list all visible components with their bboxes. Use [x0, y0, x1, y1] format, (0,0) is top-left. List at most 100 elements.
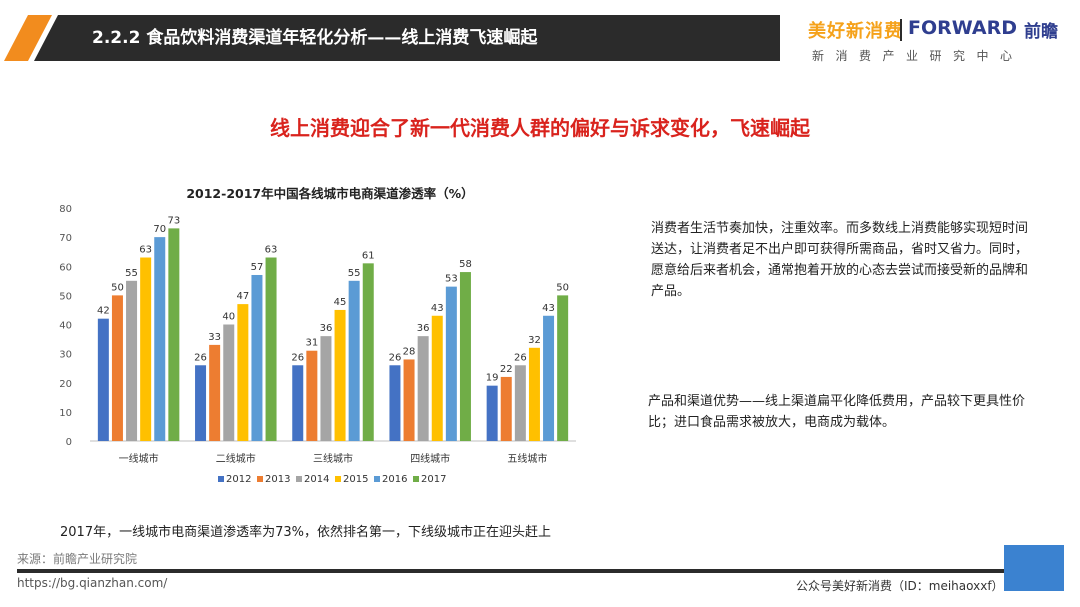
- legend-swatch-2013: [257, 476, 263, 482]
- brand-meihao: 美好新消费: [808, 21, 903, 42]
- bar-2013: [306, 350, 318, 441]
- bar-value-label: 53: [445, 274, 458, 285]
- legend-label-2012: 2012: [226, 474, 251, 485]
- y-tick-label: 40: [59, 321, 72, 332]
- legend-swatch-2017: [413, 476, 419, 482]
- bar-2013: [209, 344, 221, 441]
- category-label: 一线城市: [119, 452, 159, 465]
- header-bar: [0, 15, 780, 61]
- bar-value-label: 57: [251, 262, 264, 273]
- legend-label-2014: 2014: [304, 474, 329, 485]
- bar-value-label: 26: [194, 352, 207, 363]
- bar-2012: [389, 365, 401, 441]
- y-tick-label: 70: [59, 233, 72, 244]
- page-title: 2.2.2 食品饮料消费渠道年轻化分析——线上消费飞速崛起: [92, 28, 538, 48]
- brand-qianzhan: 前瞻: [1024, 22, 1058, 42]
- bar-value-label: 40: [222, 312, 235, 323]
- legend-swatch-2014: [296, 476, 302, 482]
- bar-2015: [431, 315, 443, 441]
- bar-value-label: 22: [500, 364, 513, 375]
- bar-2015: [528, 347, 540, 441]
- bar-value-label: 55: [348, 268, 361, 279]
- bar-value-label: 36: [320, 323, 333, 334]
- legend-label-2016: 2016: [382, 474, 407, 485]
- bar-value-label: 43: [542, 303, 555, 314]
- bar-2016: [251, 274, 263, 441]
- bar-2015: [140, 257, 152, 441]
- bar-2014: [320, 336, 332, 441]
- bar-2015: [237, 304, 249, 441]
- y-tick-label: 10: [59, 408, 72, 419]
- bar-value-label: 45: [334, 297, 347, 308]
- bar-value-label: 36: [417, 323, 430, 334]
- corner-decoration: [1004, 545, 1064, 591]
- legend-label-2017: 2017: [421, 474, 446, 485]
- footer-divider: [17, 569, 1037, 573]
- source-url: https://bg.qianzhan.com/: [17, 576, 168, 590]
- source-text: 来源：前瞻产业研究院: [17, 552, 138, 566]
- bar-value-label: 73: [167, 215, 180, 226]
- bar-2017: [362, 263, 374, 441]
- category-label: 四线城市: [410, 452, 450, 465]
- bar-2016: [348, 280, 360, 441]
- bar-2017: [265, 257, 277, 441]
- legend-swatch-2012: [218, 476, 224, 482]
- legend-label-2013: 2013: [265, 474, 290, 485]
- bar-2016: [543, 315, 555, 441]
- bar-value-label: 26: [291, 352, 304, 363]
- header-bar-shape: [4, 15, 780, 61]
- y-tick-label: 20: [59, 379, 72, 390]
- category-label: 二线城市: [216, 452, 256, 465]
- bar-value-label: 63: [265, 245, 278, 256]
- description-efficiency: 消费者生活节奏加快，注重效率。而多数线上消费能够实现短时间送达，让消费者足不出户…: [651, 221, 1029, 299]
- bar-2017: [557, 295, 569, 441]
- bar-2017: [168, 228, 180, 441]
- bar-2014: [223, 324, 235, 441]
- header-title-background: [34, 15, 780, 61]
- bar-value-label: 26: [389, 352, 402, 363]
- y-tick-label: 80: [59, 204, 72, 215]
- bar-value-label: 32: [528, 335, 541, 346]
- bar-value-label: 63: [139, 245, 152, 256]
- bar-2013: [500, 376, 512, 441]
- bar-value-label: 50: [556, 282, 569, 293]
- bar-value-label: 33: [208, 332, 221, 343]
- category-label: 五线城市: [507, 452, 547, 465]
- bar-value-label: 19: [486, 373, 499, 384]
- y-tick-label: 0: [66, 437, 72, 448]
- bar-2013: [403, 359, 415, 441]
- y-tick-label: 30: [59, 350, 72, 361]
- bar-2012: [195, 365, 207, 441]
- y-tick-label: 50: [59, 291, 72, 302]
- brand-logo: 美好新消费 FORWARD 前瞻 新消费产业研究中心: [808, 17, 1068, 67]
- bar-2016: [445, 286, 457, 441]
- y-tick-label: 60: [59, 262, 72, 273]
- bar-value-label: 47: [236, 291, 249, 302]
- bar-value-label: 70: [153, 224, 166, 235]
- bar-2017: [459, 272, 471, 441]
- bar-2015: [334, 309, 346, 441]
- bar-2013: [111, 295, 123, 441]
- bar-value-label: 55: [125, 268, 138, 279]
- brand-separator: [900, 19, 902, 41]
- legend-swatch-2015: [335, 476, 341, 482]
- legend-swatch-2016: [374, 476, 380, 482]
- header-accent-stripe: [4, 15, 52, 61]
- bar-2012: [97, 318, 109, 441]
- wechat-account: 公众号美好新消费（ID：meihaoxxf）: [796, 579, 1004, 593]
- bar-value-label: 28: [403, 346, 416, 357]
- brand-forward: FORWARD: [908, 17, 1017, 39]
- bar-chart: 01020304050607080425055637073一线城市2633404…: [59, 204, 576, 485]
- bar-value-label: 43: [431, 303, 444, 314]
- bar-value-label: 58: [459, 259, 472, 270]
- bar-2014: [417, 336, 429, 441]
- chart-title: 2012-2017年中国各线城市电商渠道渗透率（%）: [186, 186, 474, 201]
- description-advantage: 产品和渠道优势——线上渠道扁平化降低费用，产品较下更具性价比；进口食品需求被放大…: [648, 394, 1026, 430]
- bar-2016: [154, 237, 166, 441]
- brand-subtitle: 新消费产业研究中心: [812, 49, 1024, 63]
- bar-value-label: 61: [362, 250, 375, 261]
- category-label: 三线城市: [313, 452, 353, 465]
- bar-value-label: 42: [97, 306, 110, 317]
- legend-label-2015: 2015: [343, 474, 368, 485]
- slide-subtitle: 线上消费迎合了新一代消费人群的偏好与诉求变化，飞速崛起: [270, 116, 810, 140]
